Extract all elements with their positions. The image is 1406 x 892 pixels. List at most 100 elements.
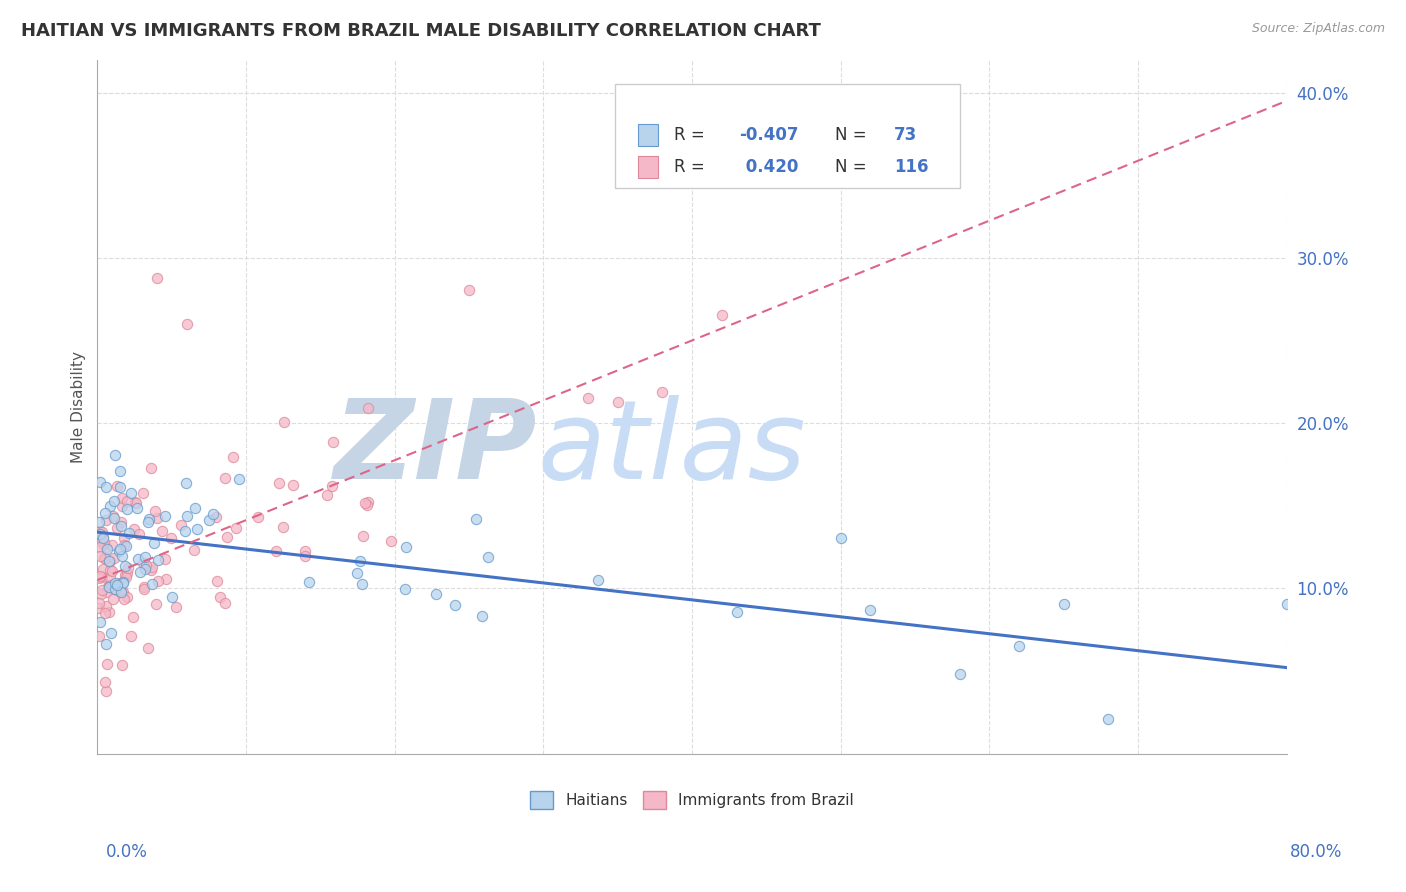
Point [134, 582, 156, 597]
Point [356, 498, 378, 512]
Point [586, 573, 609, 587]
Point [165, 599, 187, 614]
Text: R =: R = [673, 158, 710, 176]
Point [98, 605, 121, 619]
Point [110, 519, 132, 533]
Point [205, 510, 228, 524]
Point [271, 519, 294, 533]
Text: HAITIAN VS IMMIGRANTS FROM BRAZIL MALE DISABILITY CORRELATION CHART: HAITIAN VS IMMIGRANTS FROM BRAZIL MALE D… [21, 22, 821, 40]
Point [651, 384, 673, 399]
Point [96, 683, 118, 698]
Point [98, 499, 121, 513]
Point [112, 538, 135, 552]
Point [138, 512, 160, 526]
Point [89, 615, 111, 629]
Point [87, 571, 110, 585]
Point [115, 494, 138, 508]
Point [96, 657, 118, 671]
Point [96, 541, 118, 556]
Point [114, 568, 136, 582]
Point [264, 544, 287, 558]
Point [112, 591, 135, 606]
Point [273, 415, 295, 429]
Point [112, 574, 135, 589]
Point [89, 569, 111, 583]
Point [112, 531, 135, 545]
Point [98, 580, 121, 594]
FancyBboxPatch shape [614, 84, 959, 188]
Point [122, 610, 145, 624]
Point [134, 562, 156, 576]
Point [87, 629, 110, 643]
Point [107, 544, 129, 558]
Text: N =: N = [835, 127, 872, 145]
Point [91, 562, 114, 576]
Point [115, 566, 138, 581]
Point [606, 395, 628, 409]
Point [90, 582, 112, 597]
Point [91, 537, 114, 551]
Point [246, 510, 269, 524]
Point [89, 527, 111, 541]
Point [141, 577, 163, 591]
Point [90, 524, 112, 539]
Text: -0.407: -0.407 [740, 127, 799, 145]
Point [183, 543, 205, 558]
Point [128, 526, 150, 541]
Point [143, 503, 166, 517]
Point [465, 512, 488, 526]
Point [316, 488, 339, 502]
Text: ZIP: ZIP [333, 394, 537, 501]
Point [425, 587, 447, 601]
Point [294, 549, 316, 564]
Point [110, 584, 132, 599]
Point [139, 460, 162, 475]
Point [105, 520, 128, 534]
Point [89, 549, 111, 563]
Point [87, 600, 110, 615]
Point [104, 448, 127, 462]
Point [176, 317, 198, 331]
Point [281, 478, 304, 492]
Point [176, 509, 198, 524]
Text: 73: 73 [894, 127, 917, 145]
Point [132, 556, 155, 570]
Point [101, 591, 124, 606]
Point [197, 513, 219, 527]
Point [93, 506, 115, 520]
Point [132, 485, 155, 500]
Text: atlas: atlas [537, 394, 806, 501]
Point [321, 435, 343, 450]
Point [380, 534, 402, 549]
Point [357, 494, 380, 508]
Point [124, 496, 146, 510]
Point [124, 495, 146, 509]
Text: 80.0%: 80.0% [1291, 843, 1343, 861]
Point [96, 599, 118, 613]
Point [354, 496, 377, 510]
Point [111, 549, 134, 563]
Point [115, 570, 138, 584]
Point [115, 502, 138, 516]
FancyBboxPatch shape [638, 156, 658, 178]
Point [103, 575, 125, 590]
Point [146, 553, 169, 567]
Point [98, 563, 121, 577]
Point [136, 515, 159, 529]
Point [110, 657, 132, 672]
Point [101, 578, 124, 592]
Point [111, 585, 134, 599]
Text: 0.420: 0.420 [740, 158, 799, 176]
Point [135, 558, 157, 573]
Point [120, 486, 142, 500]
Point [103, 511, 125, 525]
Point [141, 559, 163, 574]
Point [103, 494, 125, 508]
Point [214, 471, 236, 485]
Point [201, 507, 224, 521]
Point [110, 515, 132, 529]
Point [90, 586, 112, 600]
Point [100, 625, 122, 640]
Point [394, 582, 416, 596]
Point [110, 491, 132, 505]
